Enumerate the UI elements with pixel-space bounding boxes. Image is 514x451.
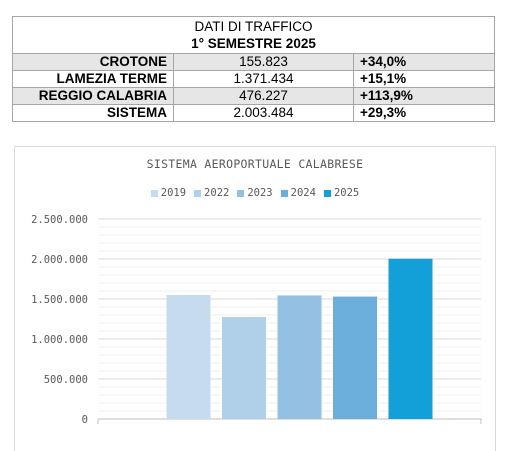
passenger-value: 476.227: [173, 87, 354, 105]
y-tick-label: 0: [82, 414, 88, 426]
y-tick-label: 1.000.000: [31, 334, 88, 346]
table-row: SISTEMA 2.003.484 +29,3%: [12, 104, 495, 122]
legend-item: 2022: [194, 187, 229, 199]
legend-swatch: [323, 189, 331, 197]
legend-item: 2025: [323, 187, 360, 199]
y-tick-label: 2.000.000: [31, 254, 88, 266]
airport-name: REGGIO CALABRIA: [12, 87, 174, 105]
legend-label: 2025: [333, 187, 360, 199]
y-tick-label: 1.500.000: [31, 294, 88, 306]
legend-item: 2024: [280, 187, 316, 199]
passenger-value: 2.003.484: [173, 104, 354, 122]
y-tick-label: 500.000: [44, 374, 88, 386]
table-row: REGGIO CALABRIA 476.227 +113,9%: [12, 87, 495, 105]
change-percent: +113,9%: [353, 87, 495, 105]
bar-2019: [166, 295, 211, 419]
bar-2023: [277, 295, 322, 419]
bar-2024: [333, 296, 377, 419]
legend-label: 2024: [290, 187, 316, 199]
bar-2022: [222, 317, 266, 419]
table-title: DATI DI TRAFFICO: [194, 19, 313, 34]
legend-label: 2023: [247, 187, 273, 199]
legend-swatch: [237, 189, 245, 197]
change-percent: +29,3%: [353, 104, 495, 122]
legend-swatch: [150, 189, 158, 197]
chart-panel: SISTEMA AEROPORTUALE CALABRESE 2019 2022 2…: [14, 146, 496, 451]
legend-label: 2022: [204, 187, 230, 199]
chart-title: SISTEMA AEROPORTUALE CALABRESE: [146, 157, 364, 171]
table-subtitle: 1° SEMESTRE 2025: [191, 36, 316, 51]
legend-swatch: [280, 189, 288, 197]
legend-item: 2019: [150, 187, 187, 199]
traffic-table: DATI DI TRAFFICO 1° SEMESTRE 2025 CROTON…: [12, 16, 495, 122]
y-tick-label: 2.500.000: [31, 214, 88, 226]
bar-2025: [388, 258, 433, 419]
legend-swatch: [194, 189, 202, 197]
legend-label: 2019: [160, 187, 187, 199]
change-percent: +34,0%: [353, 53, 495, 71]
table-header: DATI DI TRAFFICO 1° SEMESTRE 2025: [12, 16, 495, 54]
passenger-value: 1.371.434: [173, 70, 354, 88]
change-percent: +15,1%: [353, 70, 495, 88]
chart-legend: 2019 2022 2023 2024 2025: [15, 187, 495, 199]
airport-name: CROTONE: [12, 53, 174, 71]
airport-name: SISTEMA: [12, 104, 174, 122]
legend-item: 2023: [237, 187, 273, 199]
table-row: LAMEZIA TERME 1.371.434 +15,1%: [12, 70, 495, 88]
table-row: CROTONE 155.823 +34,0%: [12, 53, 495, 71]
passenger-value: 155.823: [173, 53, 354, 71]
airport-name: LAMEZIA TERME: [12, 70, 174, 88]
bar-chart: 0 500.000 1.000.000 1.500.000 2.000.000 2.500…: [31, 214, 482, 426]
